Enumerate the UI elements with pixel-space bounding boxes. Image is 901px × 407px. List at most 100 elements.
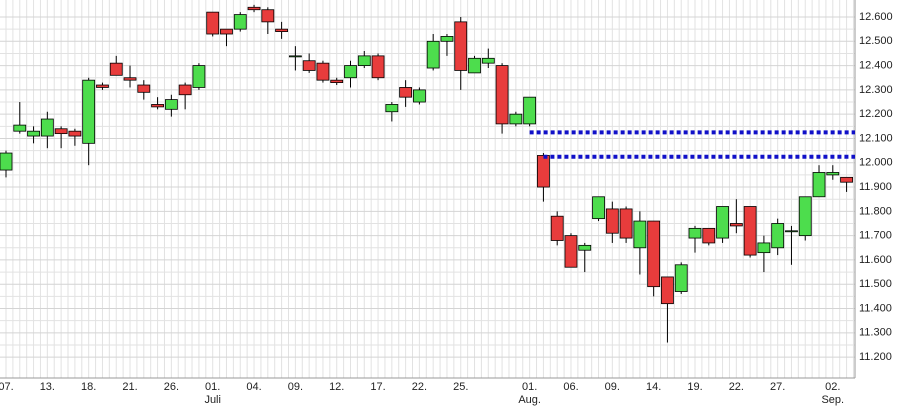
y-tick-label: 11.700 xyxy=(859,230,892,242)
candle-body xyxy=(633,220,647,249)
candle-body xyxy=(702,227,716,244)
candle-body xyxy=(220,28,233,35)
candle-body xyxy=(743,206,757,256)
candle-body xyxy=(647,220,661,288)
x-tick-label: 02. xyxy=(825,381,840,393)
candle-body xyxy=(426,40,440,69)
x-tick-label: 12. xyxy=(329,381,344,393)
candle-body xyxy=(716,206,729,239)
y-tick-label: 12.200 xyxy=(859,108,893,120)
x-tick-label: 18. xyxy=(81,381,96,393)
candle-body xyxy=(109,62,123,76)
x-tick-label: 22. xyxy=(412,381,427,393)
candle-body xyxy=(592,196,605,220)
candle-body xyxy=(275,28,289,32)
candle-body xyxy=(729,223,743,227)
y-tick-label: 11.500 xyxy=(859,278,892,290)
candle-body xyxy=(151,104,164,108)
candle-body xyxy=(371,55,385,79)
candle-body xyxy=(40,118,54,137)
y-tick-label: 11.300 xyxy=(859,327,892,339)
candle-body xyxy=(688,227,702,239)
candle-body xyxy=(564,235,578,268)
candle-body xyxy=(68,130,82,137)
candle-body xyxy=(757,242,771,254)
x-tick-label: 04. xyxy=(246,381,261,393)
x-tick-label: 21. xyxy=(122,381,137,393)
candle-body xyxy=(785,230,798,233)
y-tick-label: 11.400 xyxy=(859,302,892,314)
y-tick-label: 12.000 xyxy=(859,157,893,169)
candle-body xyxy=(412,89,426,103)
candle-body xyxy=(399,87,413,98)
candle-body xyxy=(192,65,206,88)
x-tick-label: 09. xyxy=(288,381,303,393)
month-label: Aug. xyxy=(518,394,541,406)
candle-body xyxy=(123,77,137,81)
candle-body xyxy=(550,215,564,241)
y-tick-label: 12.500 xyxy=(859,35,893,47)
y-tick-label: 11.800 xyxy=(859,205,892,217)
candle-body xyxy=(357,55,371,66)
candle-body xyxy=(537,155,550,188)
candle-body xyxy=(316,62,330,81)
month-label: Juli xyxy=(204,394,221,406)
candle-body xyxy=(137,84,151,93)
candle-body xyxy=(812,172,826,198)
candle-body xyxy=(288,55,302,58)
candle-body xyxy=(233,14,247,30)
candle-body xyxy=(578,244,592,251)
candle-body xyxy=(771,223,785,249)
x-tick-label: 26. xyxy=(164,381,179,393)
y-tick-label: 12.300 xyxy=(859,84,893,96)
candle-body xyxy=(164,99,178,110)
candle-body xyxy=(13,124,27,132)
y-tick-label: 11.200 xyxy=(859,351,892,363)
candle-body xyxy=(840,176,853,183)
candle-body xyxy=(798,196,812,237)
candle-body xyxy=(330,79,344,83)
candle-body xyxy=(247,6,261,11)
y-tick-label: 11.900 xyxy=(859,181,892,193)
candle-body xyxy=(605,208,619,234)
candle-body xyxy=(302,60,316,71)
x-tick-label: 09. xyxy=(605,381,620,393)
month-label: Sep. xyxy=(821,394,844,406)
y-tick-label: 12.600 xyxy=(859,11,893,23)
candle-body xyxy=(261,9,275,23)
y-tick-label: 12.100 xyxy=(859,132,893,144)
candle-body xyxy=(509,113,523,125)
x-tick-label: 25. xyxy=(453,381,468,393)
x-tick-label: 13. xyxy=(40,381,55,393)
candle-body xyxy=(661,276,674,305)
candle-body xyxy=(54,128,68,135)
x-tick-label: 06. xyxy=(563,381,578,393)
candle-body xyxy=(523,96,537,125)
x-tick-label: 27. xyxy=(770,381,785,393)
candle-body xyxy=(0,152,13,171)
x-tick-label: 19. xyxy=(687,381,702,393)
candle-body xyxy=(468,57,481,74)
x-tick-label: 07. xyxy=(0,381,14,393)
candle-body xyxy=(495,65,509,125)
x-tick-label: 01. xyxy=(205,381,220,393)
candle-body xyxy=(344,65,357,79)
candle-body xyxy=(27,130,40,137)
x-tick-label: 17. xyxy=(370,381,385,393)
candle-body xyxy=(481,57,495,64)
x-tick-label: 22. xyxy=(729,381,744,393)
x-tick-label: 14. xyxy=(646,381,661,393)
candle-body xyxy=(674,264,688,292)
y-tick-label: 12.400 xyxy=(859,59,893,71)
candle-body xyxy=(96,84,109,88)
candle-body xyxy=(178,84,192,96)
candle-body xyxy=(440,36,454,42)
candle-body xyxy=(206,11,220,35)
candle-body xyxy=(454,21,468,71)
x-tick-label: 01. xyxy=(522,381,537,393)
candle-body xyxy=(619,208,633,239)
candle-body xyxy=(82,79,96,144)
y-tick-label: 11.600 xyxy=(859,254,892,266)
candle-body xyxy=(385,104,399,113)
